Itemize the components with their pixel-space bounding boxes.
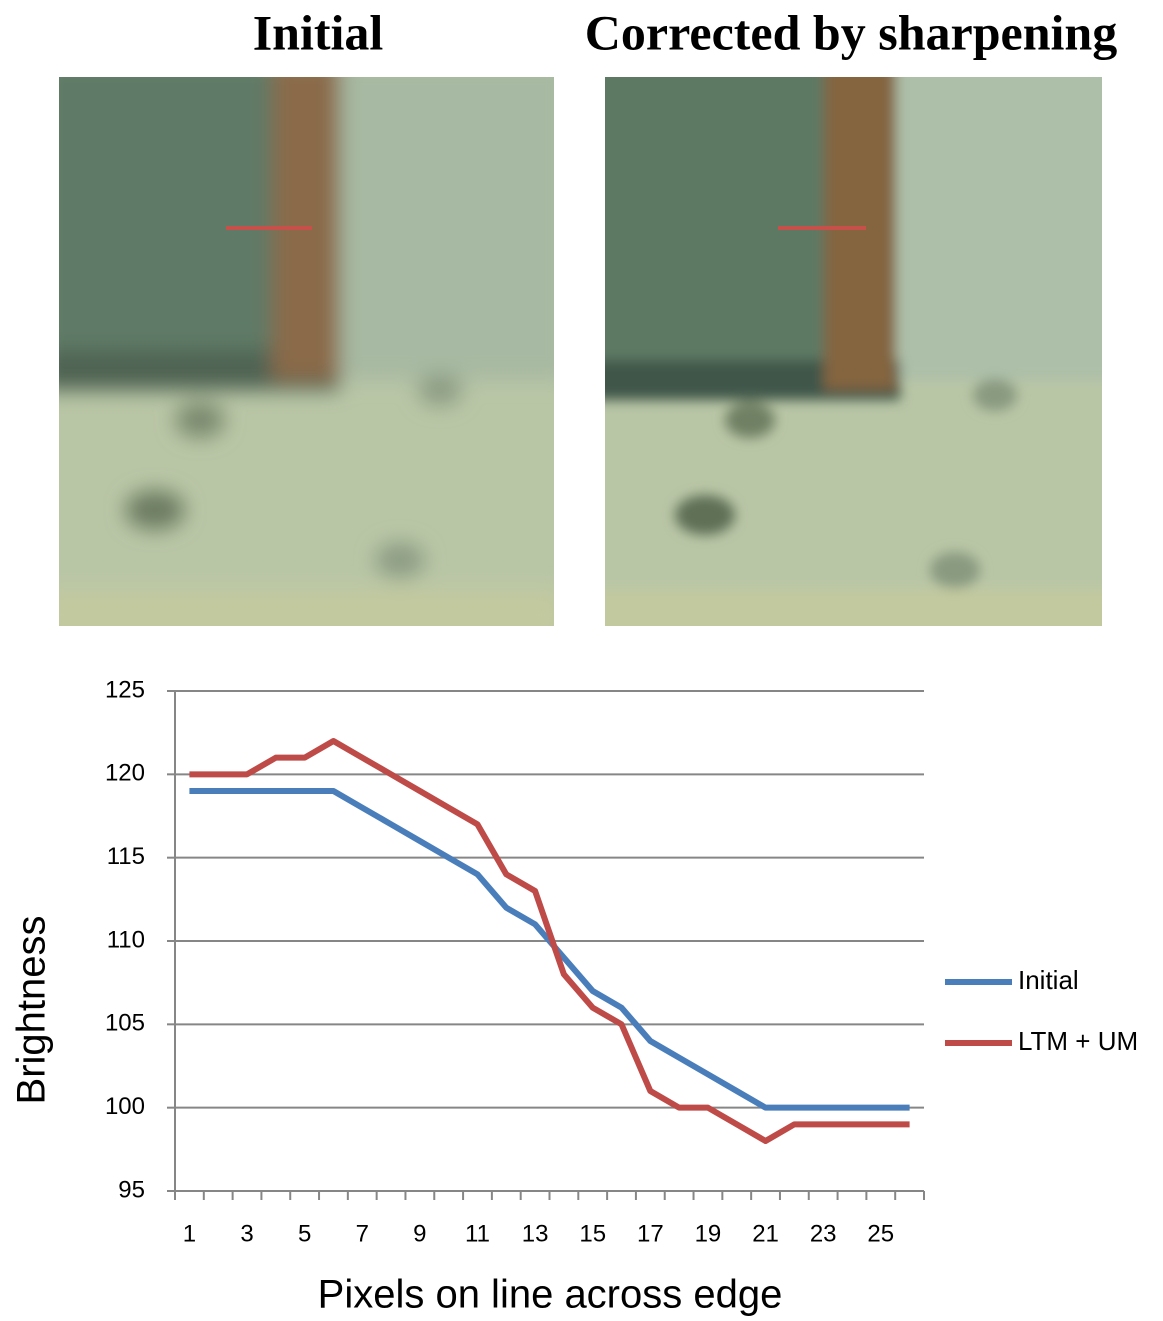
x-tick-label: 25 [867, 1220, 894, 1247]
x-tick-label: 11 [465, 1220, 490, 1247]
x-tick-label: 7 [356, 1220, 369, 1247]
legend-label: LTM + UM [1018, 1026, 1138, 1056]
corrected-image [605, 77, 1102, 626]
legend-label: Initial [1018, 965, 1079, 995]
image-title: Initial [253, 4, 384, 60]
series-line [189, 738, 910, 1144]
y-tick-label: 110 [107, 926, 145, 953]
y-tick-label: 125 [105, 676, 145, 703]
image-title: Corrected by sharpening [585, 4, 1117, 60]
x-tick-label: 3 [240, 1220, 253, 1247]
initial-image [59, 77, 554, 626]
x-tick-label: 9 [413, 1220, 426, 1247]
y-axis-label: Brightness [10, 916, 54, 1105]
x-tick-label: 5 [298, 1220, 311, 1247]
series-line [189, 788, 910, 1111]
x-tick-label: 19 [695, 1220, 722, 1247]
y-tick-label: 115 [107, 843, 145, 870]
x-tick-label: 21 [752, 1220, 779, 1247]
x-tick-label: 15 [579, 1220, 606, 1247]
y-tick-label: 105 [105, 1010, 145, 1037]
y-tick-label: 95 [118, 1176, 145, 1203]
x-tick-label: 17 [637, 1220, 664, 1247]
y-tick-label: 120 [105, 760, 145, 787]
x-tick-label: 1 [183, 1220, 196, 1247]
x-tick-label: 13 [522, 1220, 549, 1247]
x-tick-label: 23 [810, 1220, 837, 1247]
x-axis-label: Pixels on line across edge [318, 1273, 783, 1317]
y-tick-label: 100 [105, 1093, 145, 1120]
